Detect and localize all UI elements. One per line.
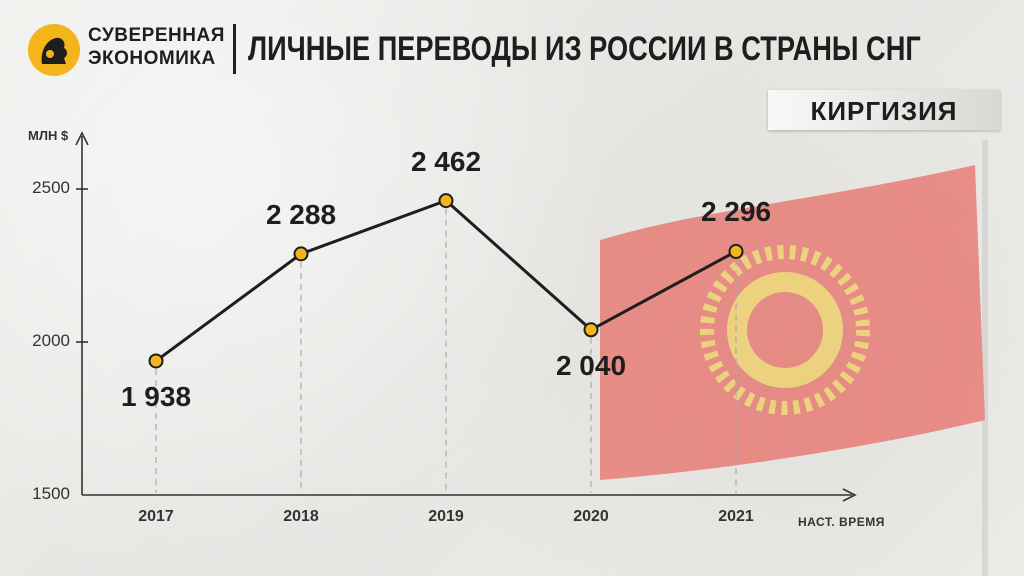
data-label: 2 040 (555, 349, 627, 381)
data-label: 2 462 (410, 145, 482, 177)
country-label: КИРГИЗИЯ (810, 96, 958, 126)
flag-sun-rays (700, 245, 870, 415)
brand-line-2: ЭКОНОМИКА (88, 48, 216, 69)
data-point (148, 353, 164, 369)
data-point (583, 322, 599, 338)
data-label: 2 296 (700, 196, 772, 228)
y-axis-label: МЛН $ (28, 128, 69, 143)
flag-pole (982, 140, 988, 576)
y-tick-label: 2500 (32, 178, 70, 197)
data-point (728, 243, 744, 259)
flag-tunduk (747, 292, 823, 368)
x-tick-label: 2021 (718, 508, 754, 525)
y-tick-label: 1500 (32, 484, 70, 503)
y-tick-label: 2000 (32, 331, 70, 350)
logo-icon (28, 24, 80, 76)
data-point (438, 193, 454, 209)
x-tick-label: 2019 (428, 508, 464, 525)
data-label: 2 288 (265, 198, 337, 230)
data-label: 1 938 (120, 380, 192, 412)
flag-image (600, 140, 988, 576)
brand-name: СУВЕРЕННАЯ ЭКОНОМИКА (88, 24, 225, 70)
header-divider (233, 24, 236, 74)
header: СУВЕРЕННАЯ ЭКОНОМИКА ЛИЧНЫЕ ПЕРЕВОДЫ ИЗ … (28, 20, 1008, 80)
y-axis-arrow (75, 131, 89, 146)
x-axis-note: НАСТ. ВРЕМЯ (798, 515, 885, 529)
x-tick-label: 2017 (138, 508, 174, 525)
page-title: ЛИЧНЫЕ ПЕРЕВОДЫ ИЗ РОССИИ В СТРАНЫ СНГ (248, 30, 921, 68)
x-axis-arrow (842, 488, 857, 502)
brand-line-1: СУВЕРЕННАЯ (88, 25, 225, 46)
data-point (293, 246, 309, 262)
country-badge: КИРГИЗИЯ (768, 90, 1000, 130)
x-tick-label: 2018 (283, 508, 319, 525)
x-tick-label: 2020 (573, 508, 609, 525)
